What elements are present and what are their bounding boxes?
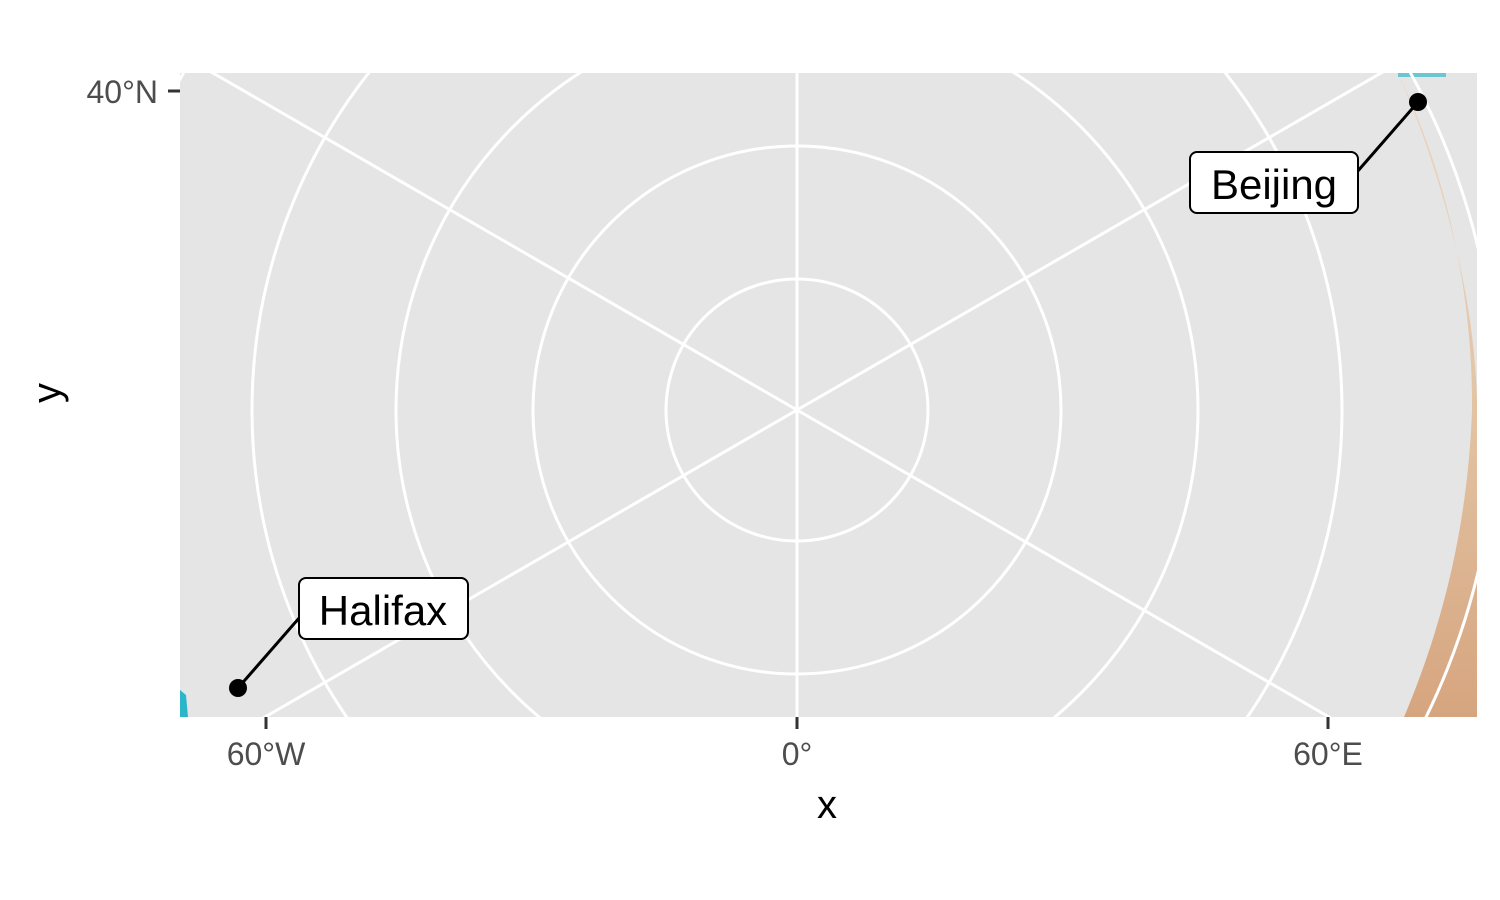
meridian-line — [209, 73, 798, 412]
halifax-label-box — [298, 577, 469, 640]
city-halifax: Halifax — [229, 577, 469, 697]
water-patch-northeast — [1398, 73, 1446, 77]
meridian-line — [796, 73, 1385, 412]
y-tick-label-40n: 40°N — [87, 74, 159, 110]
land-raster-east — [1398, 73, 1477, 717]
latitude-circle — [394, 73, 1200, 717]
meridian-line — [796, 408, 1333, 717]
halifax-point — [229, 679, 247, 697]
x-tick-label-0: 0° — [782, 736, 813, 772]
city-beijing: Beijing — [1189, 93, 1427, 214]
beijing-leader-line — [1355, 101, 1420, 173]
halifax-label: Halifax — [319, 587, 447, 634]
beijing-label: Beijing — [1211, 161, 1337, 208]
water-patch-southwest — [180, 690, 188, 717]
meridian-line — [261, 408, 798, 717]
halifax-leader-line — [236, 616, 302, 689]
latitude-circle — [250, 73, 1344, 717]
x-tick-label-60w: 60°W — [227, 736, 306, 772]
beijing-label-box — [1189, 151, 1359, 214]
x-tick-label-60e: 60°E — [1293, 736, 1363, 772]
x-axis-title: x — [817, 783, 837, 827]
y-axis-title: y — [25, 383, 69, 403]
beijing-point — [1409, 93, 1427, 111]
